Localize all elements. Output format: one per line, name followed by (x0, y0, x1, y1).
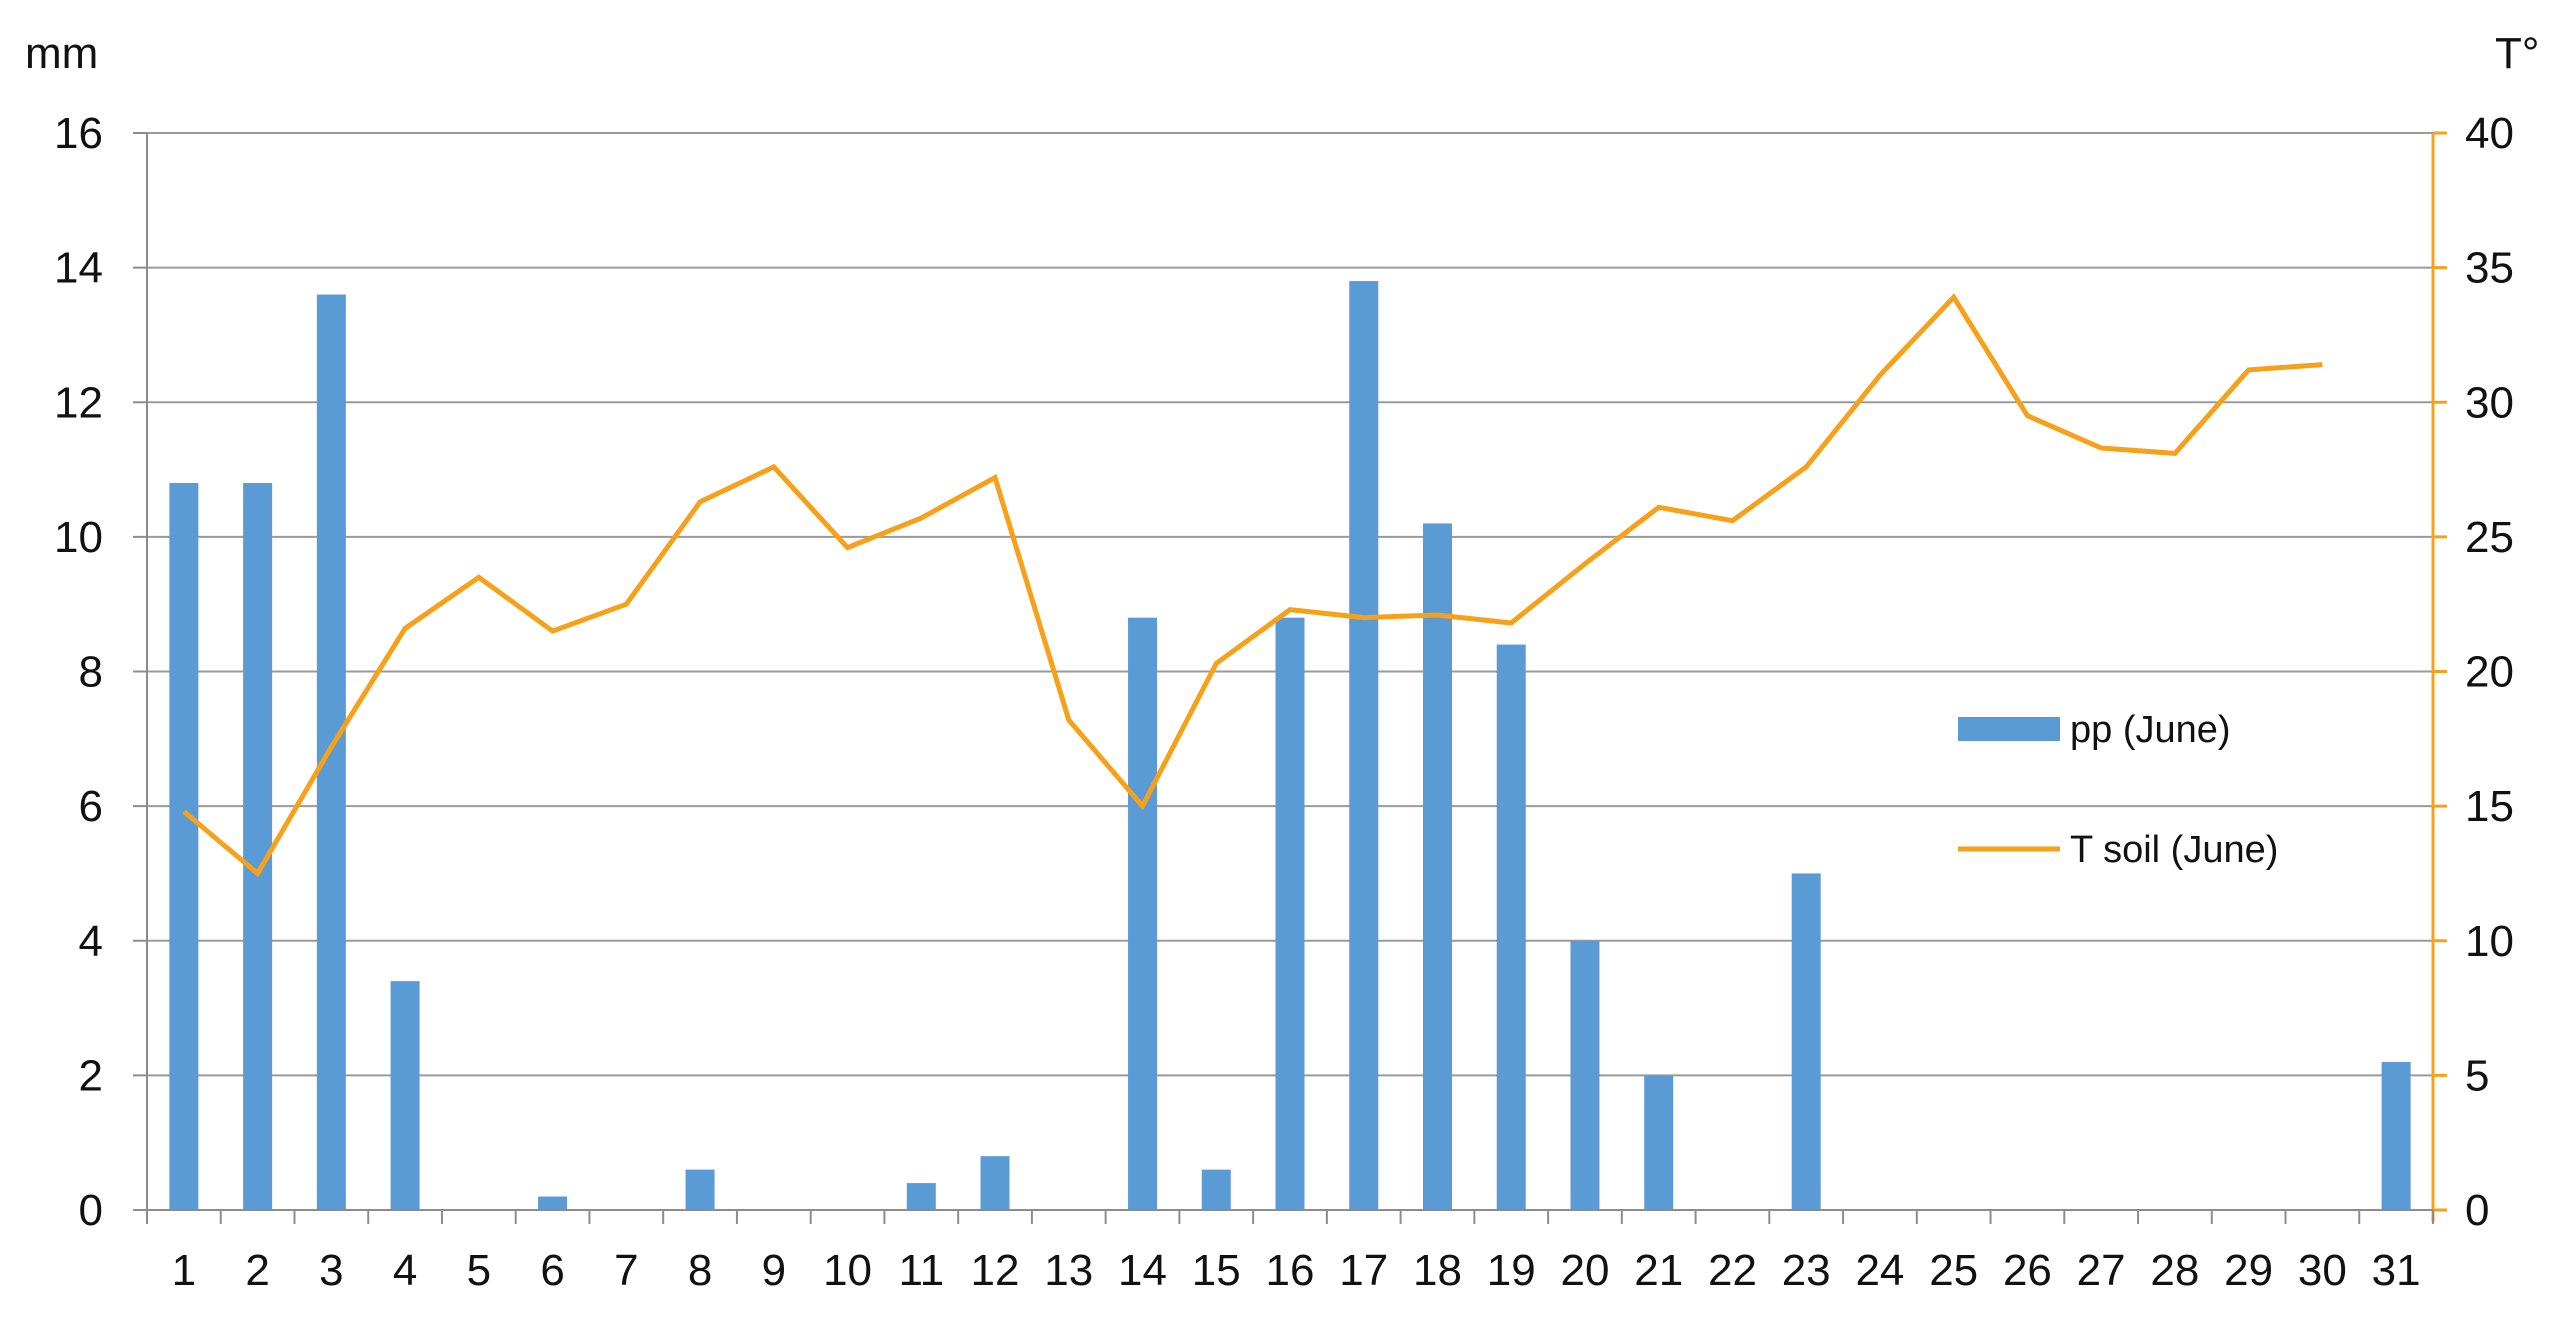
x-tick-label: 3 (319, 1246, 343, 1295)
right-tick-label: 10 (2465, 917, 2514, 966)
legend: pp (June) T soil (June) (1958, 709, 2278, 871)
right-tick-label: 25 (2465, 513, 2514, 562)
x-tick-label: 19 (1487, 1246, 1536, 1295)
right-tick-label: 35 (2465, 244, 2514, 293)
bar-pp-day-8 (686, 1170, 715, 1210)
bar-pp-day-15 (1202, 1170, 1231, 1210)
right-tick-label: 0 (2465, 1186, 2489, 1235)
bar-pp-day-4 (391, 981, 420, 1210)
x-tick-label: 11 (898, 1246, 944, 1295)
x-tick-label: 1 (172, 1246, 196, 1295)
x-tick-label: 17 (1339, 1246, 1388, 1295)
x-tick-label: 18 (1413, 1246, 1462, 1295)
x-tick-label: 6 (540, 1246, 564, 1295)
bar-pp-day-14 (1128, 618, 1157, 1210)
line-t-soil (184, 297, 2323, 873)
x-tick-label: 15 (1192, 1246, 1241, 1295)
x-tick-label: 26 (2003, 1246, 2052, 1295)
left-tick-label: 12 (54, 378, 103, 427)
x-tick-label: 25 (1929, 1246, 1978, 1295)
legend-swatch-pp (1958, 717, 2060, 741)
bar-pp-day-31 (2382, 1062, 2411, 1210)
left-tick-label: 8 (79, 648, 103, 697)
bar-pp-day-20 (1570, 941, 1599, 1210)
left-tick-label: 14 (54, 244, 103, 293)
x-tick-label: 20 (1560, 1246, 1609, 1295)
bar-pp-day-23 (1792, 873, 1821, 1210)
x-tick-label: 7 (614, 1246, 638, 1295)
x-tick-label: 10 (823, 1246, 872, 1295)
left-tick-label: 2 (79, 1051, 103, 1100)
x-tick-label: 4 (393, 1246, 417, 1295)
x-tick-label: 16 (1266, 1246, 1315, 1295)
x-tick-label: 9 (762, 1246, 786, 1295)
legend-label-pp: pp (June) (2070, 709, 2231, 751)
x-tick-label: 8 (688, 1246, 712, 1295)
left-axis-unit-label: mm (25, 29, 98, 78)
x-tick-label: 21 (1634, 1246, 1683, 1295)
bar-pp-day-6 (538, 1197, 567, 1210)
x-tick-label: 23 (1782, 1246, 1831, 1295)
x-tick-label: 27 (2077, 1246, 2126, 1295)
bar-pp-day-11 (907, 1183, 936, 1210)
bar-pp-day-16 (1276, 618, 1305, 1210)
right-tick-label: 40 (2465, 109, 2514, 158)
x-tick-label: 13 (1044, 1246, 1093, 1295)
left-tick-label: 6 (79, 782, 103, 831)
bar-pp-day-3 (317, 295, 346, 1210)
bar-pp-day-18 (1423, 523, 1452, 1210)
right-tick-label: 5 (2465, 1051, 2489, 1100)
x-tick-label: 31 (2372, 1246, 2421, 1295)
legend-label-t-soil: T soil (June) (2070, 829, 2278, 871)
bar-pp-day-21 (1644, 1075, 1673, 1210)
bar-pp-day-2 (243, 483, 272, 1210)
line-series-t-soil (184, 297, 2323, 873)
x-tick-label: 14 (1118, 1246, 1167, 1295)
left-tick-label: 4 (79, 917, 103, 966)
right-tick-label: 15 (2465, 782, 2514, 831)
left-tick-label: 10 (54, 513, 103, 562)
x-tick-label: 12 (971, 1246, 1020, 1295)
x-tick-label: 29 (2224, 1246, 2273, 1295)
bar-pp-day-1 (169, 483, 198, 1210)
x-tick-label: 5 (467, 1246, 491, 1295)
right-tick-label: 30 (2465, 378, 2514, 427)
bar-pp-day-17 (1349, 281, 1378, 1210)
x-tick-label: 30 (2298, 1246, 2347, 1295)
x-tick-label: 22 (1708, 1246, 1757, 1295)
x-tick-label: 24 (1855, 1246, 1904, 1295)
left-tick-label: 0 (79, 1186, 103, 1235)
right-tick-label: 20 (2465, 648, 2514, 697)
bar-pp-day-12 (981, 1156, 1010, 1210)
left-tick-label: 16 (54, 109, 103, 158)
x-tick-label: 28 (2150, 1246, 2199, 1295)
x-tick-label: 2 (245, 1246, 269, 1295)
bar-pp-day-19 (1497, 645, 1526, 1210)
right-axis-unit-label: T° (2495, 29, 2539, 78)
